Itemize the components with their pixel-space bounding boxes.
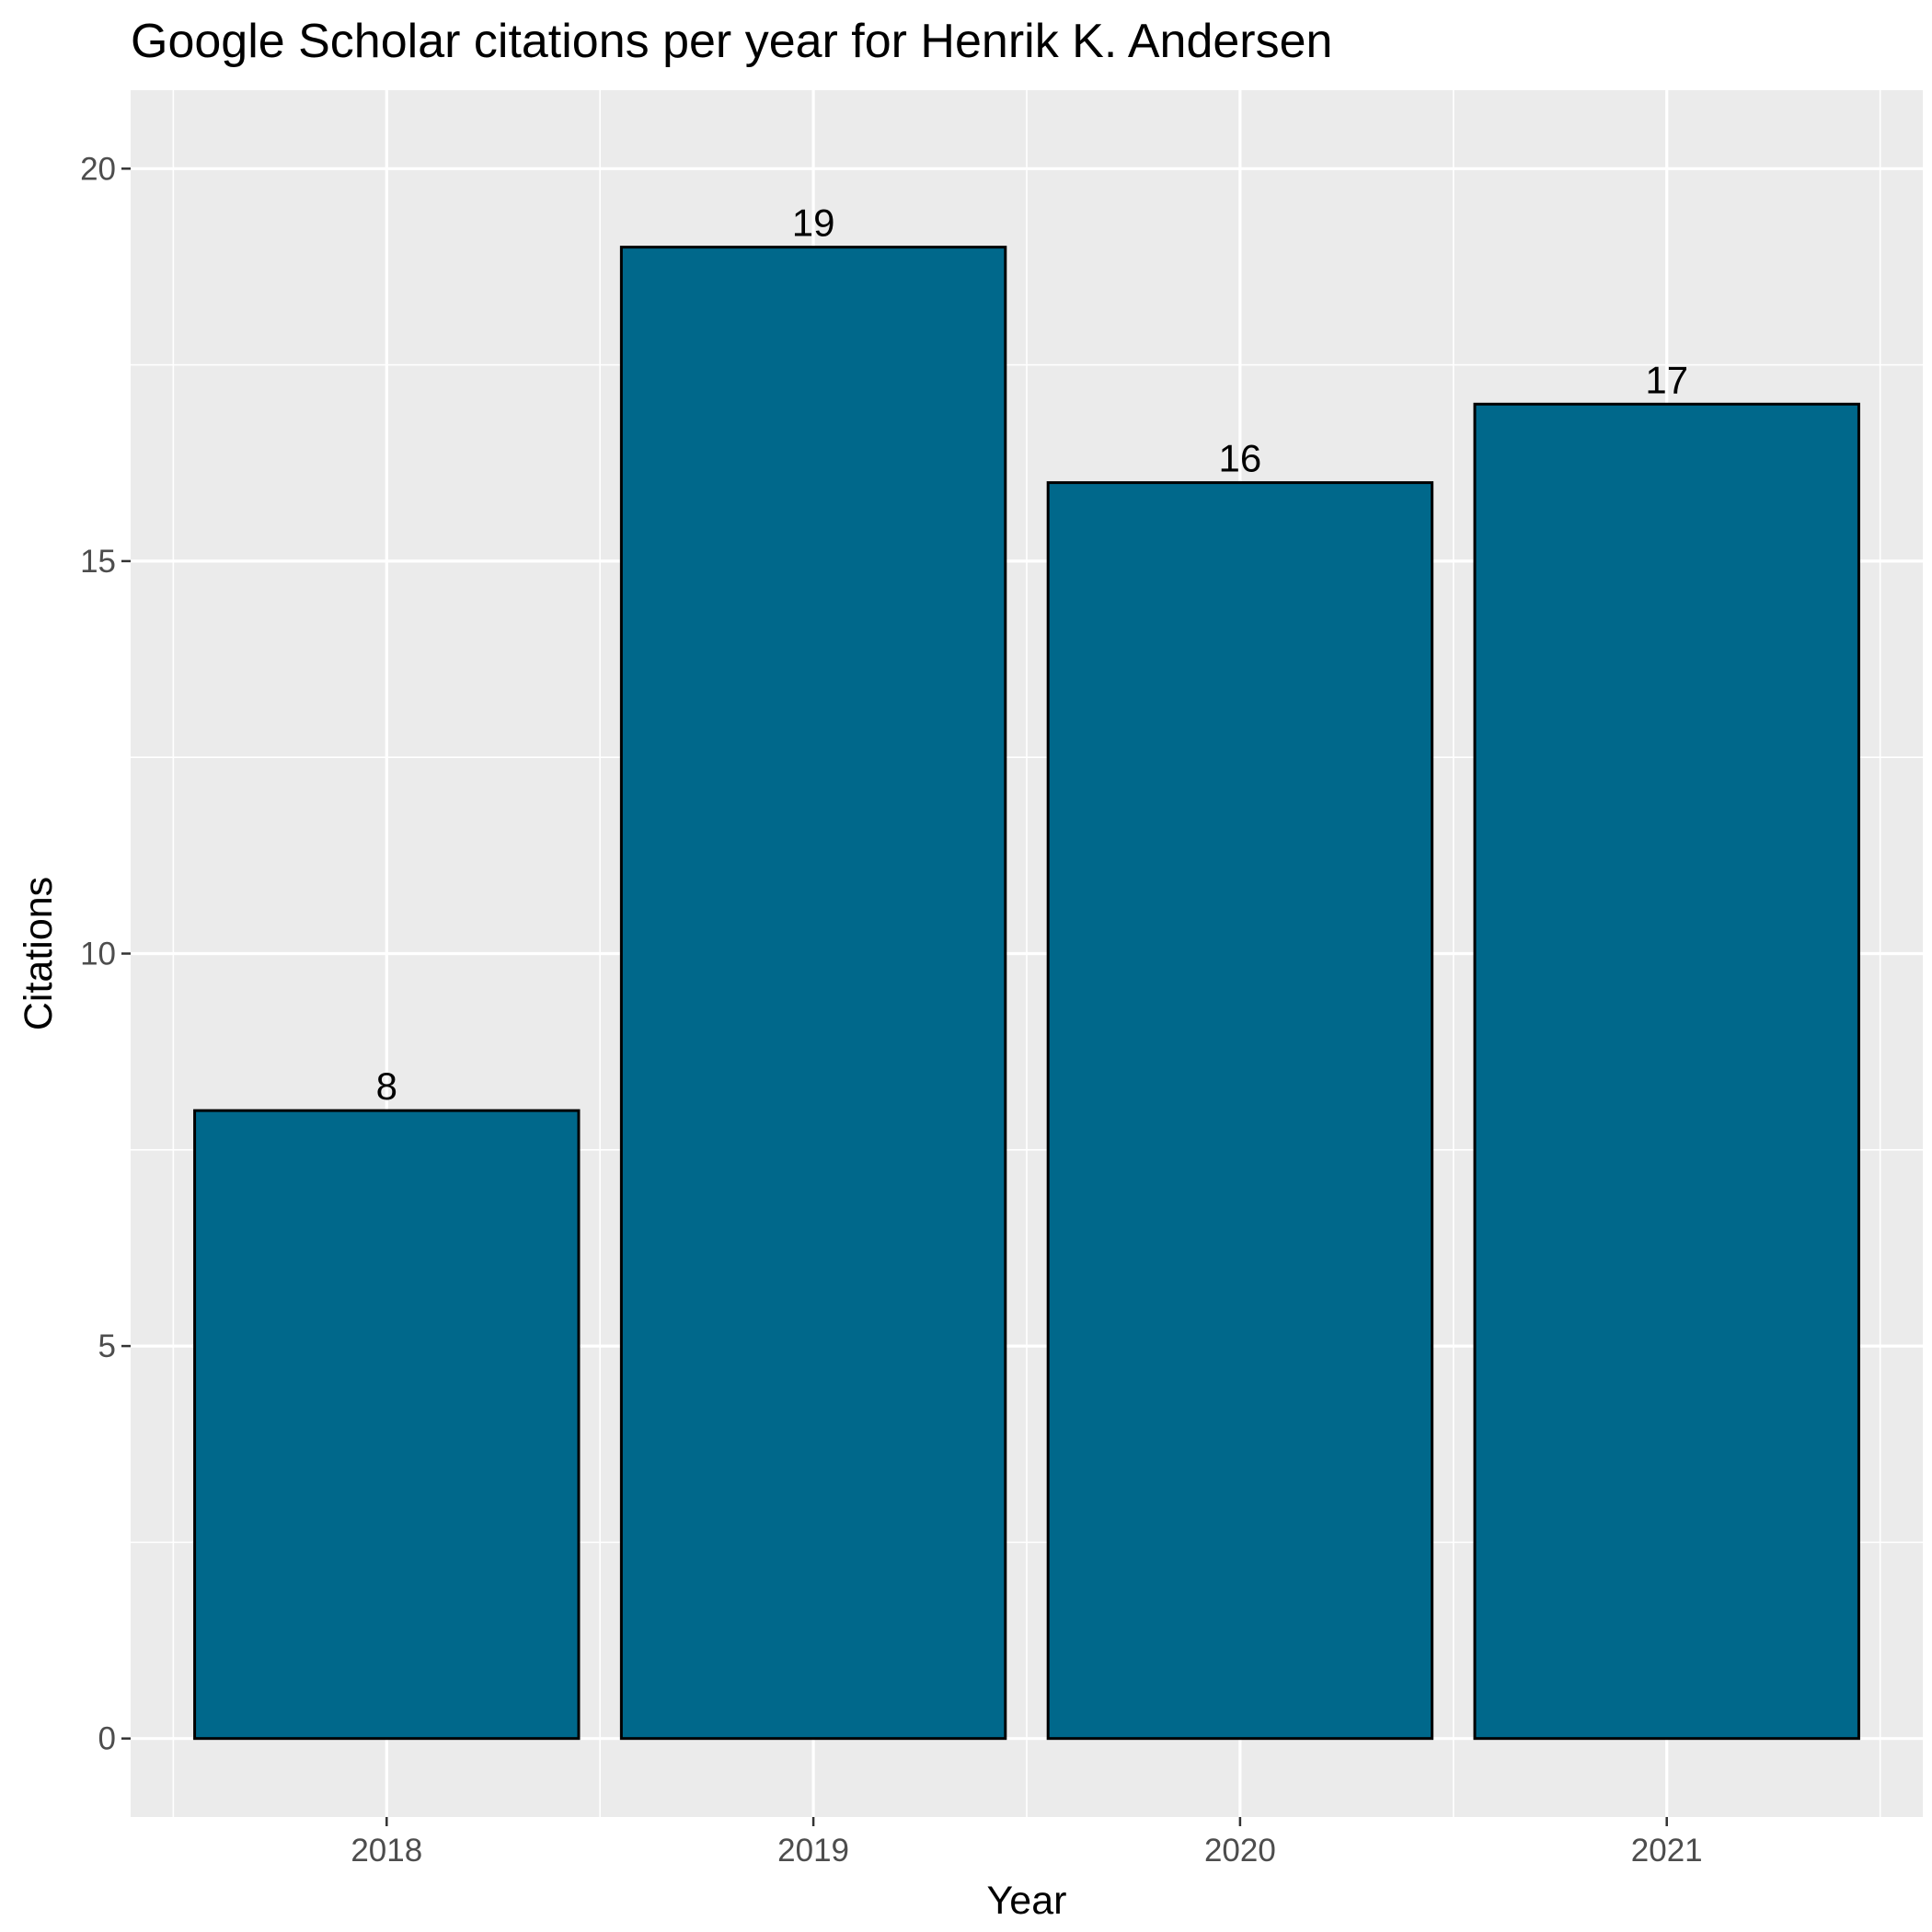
bar-value-labels: 8 19 16 17 bbox=[376, 201, 1688, 1109]
x-tick-label-2021: 2021 bbox=[1631, 1833, 1703, 1869]
x-axis: 2018 2019 2020 2021 bbox=[351, 1817, 1703, 1869]
bar-2019 bbox=[619, 246, 1007, 1741]
x-tick-label-2018: 2018 bbox=[351, 1833, 422, 1869]
y-tick-label: 15 bbox=[80, 544, 116, 580]
data-label-2019: 19 bbox=[792, 201, 835, 245]
bars bbox=[193, 246, 1860, 1741]
y-tick-label: 5 bbox=[98, 1328, 116, 1364]
bar-2020 bbox=[1046, 481, 1434, 1741]
data-label-2021: 17 bbox=[1645, 358, 1688, 401]
bar-2021 bbox=[1473, 402, 1860, 1741]
x-tick-label-2019: 2019 bbox=[777, 1833, 849, 1869]
y-tick-label: 10 bbox=[80, 937, 116, 972]
data-label-2018: 8 bbox=[376, 1064, 397, 1108]
y-tick-label: 0 bbox=[98, 1721, 116, 1757]
x-axis-title: Year bbox=[987, 1879, 1067, 1923]
x-tick-label-2020: 2020 bbox=[1204, 1833, 1276, 1869]
chart-title: Google Scholar citations per year for He… bbox=[131, 15, 1332, 68]
data-label-2020: 16 bbox=[1219, 437, 1262, 480]
y-axis-title: Citations bbox=[17, 877, 61, 1030]
y-axis: 0 5 10 15 20 bbox=[80, 151, 131, 1757]
y-tick-label: 20 bbox=[80, 151, 116, 187]
bar-2018 bbox=[193, 1109, 581, 1741]
